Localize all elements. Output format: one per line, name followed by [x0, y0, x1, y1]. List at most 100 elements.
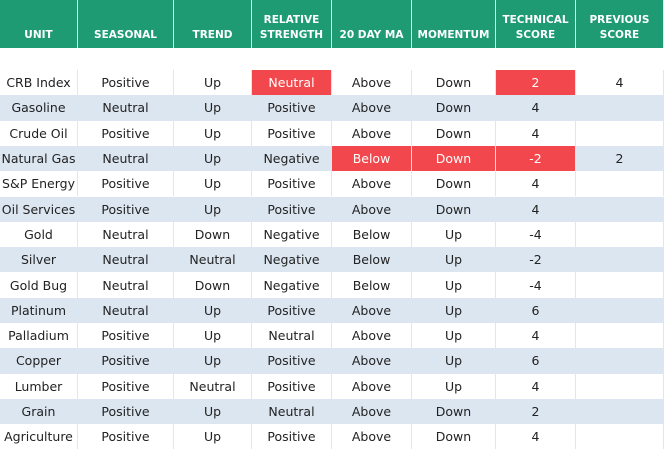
table-cell: Positive — [78, 424, 174, 450]
table-cell: 4 — [496, 95, 576, 121]
table-cell: Up — [174, 171, 252, 197]
table-cell — [576, 95, 664, 121]
table-cell: Palladium — [0, 323, 78, 349]
table-cell: Up — [174, 323, 252, 349]
table-cell: Positive — [78, 373, 174, 399]
table-cell: 4 — [496, 323, 576, 349]
table-cell: -4 — [496, 221, 576, 248]
table-cell: Positive — [78, 348, 174, 374]
column-header: PREVIOUS SCORE — [576, 0, 664, 48]
table-cell — [576, 120, 664, 146]
table-cell: Gasoline — [0, 95, 78, 121]
table-cell: Negative — [252, 145, 332, 172]
table-cell: Positive — [252, 120, 332, 146]
table-cell: Above — [332, 120, 412, 146]
column-header: 20 DAY MA — [332, 0, 412, 48]
table-cell: Down — [412, 70, 496, 96]
table-cell: Neutral — [78, 297, 174, 323]
table-cell: -2 — [496, 145, 576, 172]
table-cell: Lumber — [0, 373, 78, 399]
table-cell: Oil Services — [0, 196, 78, 222]
table-cell: Neutral — [78, 247, 174, 273]
table-cell: 6 — [496, 297, 576, 323]
table-cell: CRB Index — [0, 70, 78, 96]
table-cell — [576, 348, 664, 374]
table-cell: Positive — [252, 171, 332, 197]
table-cell: Up — [412, 373, 496, 399]
table-cell: Up — [174, 297, 252, 323]
table-cell: Down — [412, 120, 496, 146]
table-cell — [576, 373, 664, 399]
table-cell — [576, 247, 664, 273]
table-cell: Positive — [78, 196, 174, 222]
table-cell: Below — [332, 272, 412, 298]
table-cell: Down — [412, 398, 496, 425]
table-cell: Silver — [0, 247, 78, 273]
table-cell: -4 — [496, 272, 576, 298]
table-cell — [576, 424, 664, 450]
table-cell — [576, 297, 664, 323]
table-cell: Up — [174, 145, 252, 172]
table-cell: Positive — [78, 120, 174, 146]
table-cell: 4 — [496, 120, 576, 146]
table-cell: 4 — [496, 196, 576, 222]
table-cell: Gold Bug — [0, 272, 78, 298]
table-cell: Neutral — [78, 221, 174, 248]
table-cell — [576, 196, 664, 222]
table-cell: Down — [412, 171, 496, 197]
table-cell: -2 — [496, 247, 576, 273]
table-cell: 2 — [496, 70, 576, 96]
table-cell: Positive — [252, 95, 332, 121]
table-cell: Below — [332, 221, 412, 248]
table-cell: Up — [412, 297, 496, 323]
table-cell: Up — [174, 120, 252, 146]
table-cell: Up — [174, 398, 252, 425]
table-cell: Positive — [78, 398, 174, 425]
table-cell — [576, 398, 664, 425]
table-cell: 2 — [576, 145, 664, 172]
table-cell: Up — [412, 348, 496, 374]
table-cell: Neutral — [78, 145, 174, 172]
table-cell: Up — [174, 95, 252, 121]
table-cell: Neutral — [252, 323, 332, 349]
table-cell: Above — [332, 196, 412, 222]
table-cell: Above — [332, 398, 412, 425]
table-cell: Down — [412, 196, 496, 222]
table-cell: 4 — [576, 70, 664, 96]
column-header: RELATIVE STRENGTH — [252, 0, 332, 48]
column-header: UNIT — [0, 0, 78, 48]
table-cell: S&P Energy — [0, 171, 78, 197]
table-cell: Positive — [78, 323, 174, 349]
table-cell: Neutral — [78, 272, 174, 298]
table-cell: Neutral — [252, 70, 332, 96]
table-cell: 4 — [496, 424, 576, 450]
table-cell: Below — [332, 145, 412, 172]
table-cell — [576, 221, 664, 248]
table-cell: Up — [412, 272, 496, 298]
table-cell: Neutral — [174, 373, 252, 399]
table-cell: Up — [412, 247, 496, 273]
column-header: MOMENTUM — [412, 0, 496, 48]
table-cell: Positive — [252, 348, 332, 374]
table-cell: Positive — [78, 70, 174, 96]
table-cell: Agriculture — [0, 424, 78, 450]
table-cell: 6 — [496, 348, 576, 374]
table-cell: Up — [174, 348, 252, 374]
table-cell: Down — [174, 221, 252, 248]
table-cell: Up — [412, 323, 496, 349]
table-cell: Above — [332, 348, 412, 374]
table-cell: Above — [332, 171, 412, 197]
table-cell: Grain — [0, 398, 78, 425]
table-cell: Gold — [0, 221, 78, 248]
table-cell: Above — [332, 95, 412, 121]
table-cell: Neutral — [252, 398, 332, 425]
table-cell: Above — [332, 424, 412, 450]
table-cell: Positive — [252, 373, 332, 399]
table-cell: Above — [332, 70, 412, 96]
column-header: TREND — [174, 0, 252, 48]
table-cell — [576, 171, 664, 197]
table-cell: Above — [332, 323, 412, 349]
table-cell — [576, 272, 664, 298]
table-cell: Copper — [0, 348, 78, 374]
